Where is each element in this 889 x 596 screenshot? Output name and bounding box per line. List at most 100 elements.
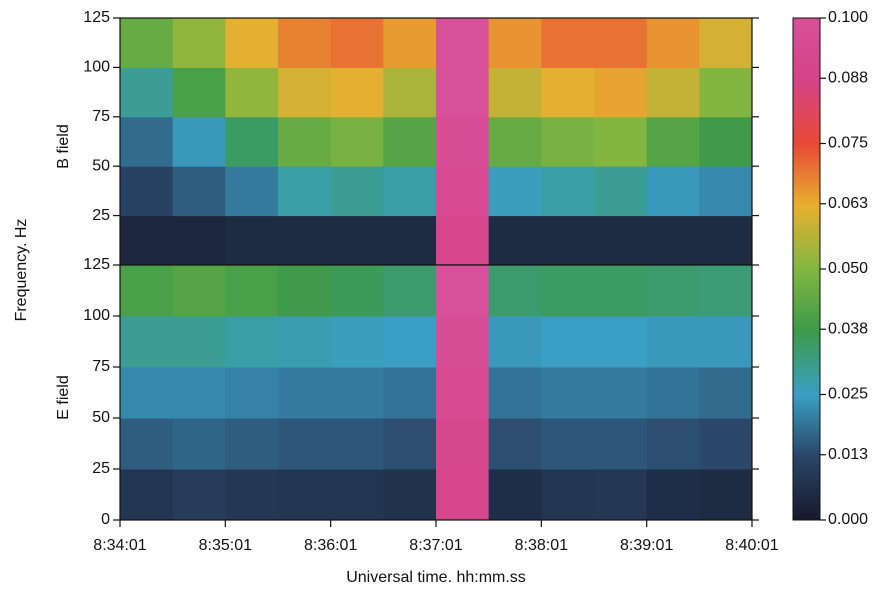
heat-cell: [172, 418, 226, 470]
y-axis-label: Frequency. Hz: [13, 219, 30, 322]
heat-cell: [120, 67, 174, 118]
heat-cell: [330, 265, 384, 317]
heat-cell: [594, 67, 648, 118]
heat-cell: [436, 166, 490, 217]
heat-cell: [646, 215, 700, 266]
heat-cell: [646, 367, 700, 419]
heat-cell: [541, 418, 595, 470]
heat-cell: [594, 367, 648, 419]
y-tick-label: 0: [101, 511, 110, 528]
colorbar-tick-label: 0.013: [828, 446, 868, 463]
heat-cell: [120, 418, 174, 470]
heat-cell: [541, 67, 595, 118]
heat-cell: [488, 166, 542, 217]
heat-cell: [646, 166, 700, 217]
heat-cell: [383, 215, 437, 266]
heat-cell: [278, 367, 332, 419]
heat-cell: [488, 469, 542, 521]
heat-cell: [699, 265, 753, 317]
y-tick-label: 100: [83, 307, 110, 324]
heat-cell: [646, 265, 700, 317]
heat-cell: [278, 18, 332, 68]
heat-cell: [383, 18, 437, 68]
heat-cell: [278, 265, 332, 317]
heat-cell: [699, 418, 753, 470]
heat-cell: [225, 367, 279, 419]
colorbar-tick-label: 0.000: [828, 511, 868, 528]
heat-cell: [225, 166, 279, 217]
heat-cell: [330, 116, 384, 167]
heat-cell: [278, 116, 332, 167]
heat-cell: [594, 316, 648, 368]
panel-label: B field: [55, 124, 72, 168]
heat-cell: [330, 18, 384, 68]
colorbar-tick-label: 0.038: [828, 320, 868, 337]
y-tick-label: 50: [92, 157, 110, 174]
heat-cell: [383, 469, 437, 521]
heat-cell: [488, 316, 542, 368]
heat-cell: [383, 116, 437, 167]
heat-cell: [120, 166, 174, 217]
heat-cell: [541, 215, 595, 266]
x-tick-label: 8:34:01: [93, 537, 146, 554]
heat-cell: [646, 469, 700, 521]
heat-cell: [120, 18, 174, 68]
panel-label: E field: [55, 375, 72, 419]
y-tick-label: 25: [92, 207, 110, 224]
heat-cell: [330, 469, 384, 521]
heat-cell: [330, 166, 384, 217]
heat-cell: [436, 215, 490, 266]
heat-cell: [278, 67, 332, 118]
heat-cell: [120, 265, 174, 317]
heat-cell: [594, 215, 648, 266]
x-tick-label: 8:35:01: [199, 537, 252, 554]
heat-cell: [225, 316, 279, 368]
heat-cell: [436, 67, 490, 118]
heat-cell: [225, 116, 279, 167]
heat-cell: [383, 367, 437, 419]
heat-cell: [225, 265, 279, 317]
y-tick-label: 25: [92, 460, 110, 477]
heat-cell: [594, 166, 648, 217]
heat-cell: [436, 469, 490, 521]
heat-cell: [541, 367, 595, 419]
heat-cell: [488, 215, 542, 266]
heat-cell: [646, 67, 700, 118]
x-tick-label: 8:37:01: [409, 537, 462, 554]
heat-cell: [330, 418, 384, 470]
heat-cell: [172, 215, 226, 266]
y-tick-label: 75: [92, 108, 110, 125]
heat-cell: [488, 116, 542, 167]
heat-cell: [172, 116, 226, 167]
heat-cell: [541, 469, 595, 521]
heat-cell: [436, 18, 490, 68]
heat-cell: [488, 18, 542, 68]
colorbar-tick-label: 0.075: [828, 135, 868, 152]
heat-cell: [541, 116, 595, 167]
heat-cell: [646, 116, 700, 167]
x-tick-label: 8:38:01: [515, 537, 568, 554]
heat-cell: [699, 116, 753, 167]
heat-cell: [120, 367, 174, 419]
heat-cell: [699, 18, 753, 68]
colorbar-tick-label: 0.100: [828, 9, 868, 26]
heat-cell: [172, 166, 226, 217]
heat-cell: [436, 418, 490, 470]
heat-cell: [225, 18, 279, 68]
heat-cell: [594, 418, 648, 470]
heat-cell: [541, 265, 595, 317]
heat-cell: [383, 166, 437, 217]
heat-cell: [225, 469, 279, 521]
heat-cell: [225, 215, 279, 266]
heat-cell: [330, 367, 384, 419]
heat-cell: [278, 469, 332, 521]
heat-cell: [278, 166, 332, 217]
heat-cell: [699, 367, 753, 419]
colorbar: [792, 17, 821, 521]
heat-cell: [278, 418, 332, 470]
colorbar-tick-label: 0.088: [828, 69, 868, 86]
x-axis-label: Universal time. hh:mm.ss: [346, 569, 526, 586]
y-tick-label: 50: [92, 409, 110, 426]
heat-cell: [120, 116, 174, 167]
